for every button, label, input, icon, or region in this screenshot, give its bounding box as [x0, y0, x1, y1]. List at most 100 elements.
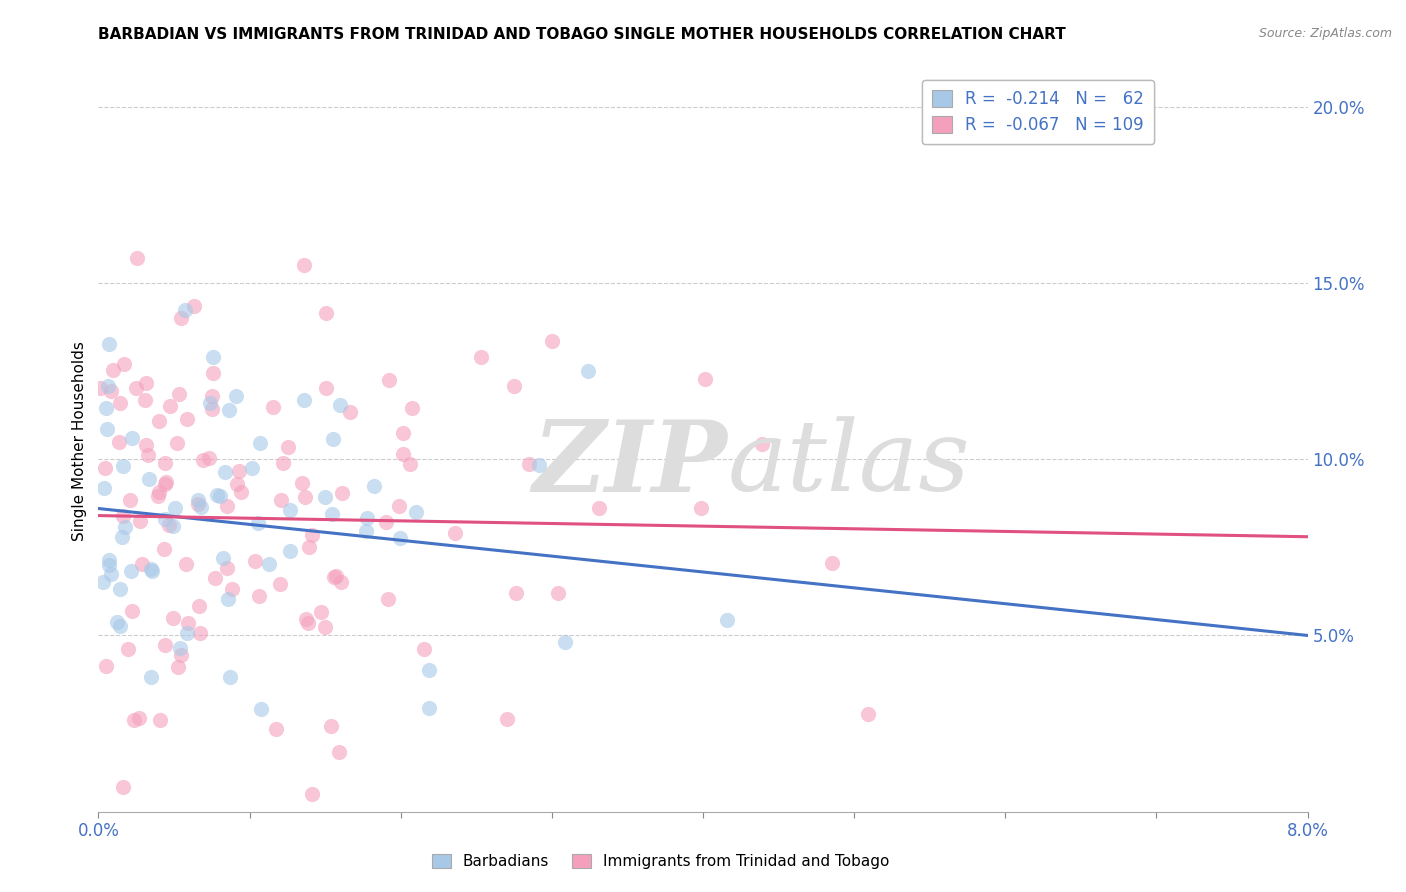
Point: [309, 605, 332, 619]
Point: [122, 713, 145, 727]
Point: [96, 422, 118, 436]
Point: [139, 561, 162, 575]
Point: [547, 586, 569, 600]
Point: [98, 558, 121, 572]
Text: atlas: atlas: [727, 416, 970, 511]
Point: [321, 508, 343, 522]
Point: [297, 540, 319, 554]
Point: [264, 722, 287, 736]
Point: [135, 376, 157, 391]
Point: [155, 512, 177, 526]
Point: [198, 395, 221, 409]
Point: [174, 303, 197, 318]
Point: [505, 586, 527, 600]
Point: [94, 658, 117, 673]
Text: BARBADIAN VS IMMIGRANTS FROM TRINIDAD AND TOBAGO SINGLE MOTHER HOUSEHOLDS CORREL: BARBADIAN VS IMMIGRANTS FROM TRINIDAD AN…: [98, 27, 1066, 42]
Point: [107, 615, 129, 629]
Point: [91, 575, 114, 590]
Point: [277, 440, 299, 454]
Point: [177, 615, 200, 630]
Point: [257, 557, 280, 571]
Point: [554, 635, 576, 649]
Point: [418, 663, 440, 677]
Point: [148, 713, 170, 727]
Point: [93, 481, 115, 495]
Point: [215, 499, 238, 513]
Point: [278, 503, 301, 517]
Point: [262, 401, 284, 415]
Point: [207, 488, 229, 502]
Point: [198, 451, 221, 466]
Point: [377, 591, 399, 606]
Point: [689, 501, 711, 516]
Point: [138, 472, 160, 486]
Legend: Barbadians, Immigrants from Trinidad and Tobago: Barbadians, Immigrants from Trinidad and…: [426, 848, 896, 875]
Point: [107, 435, 129, 450]
Point: [496, 712, 519, 726]
Point: [502, 378, 524, 392]
Point: [325, 569, 347, 583]
Point: [215, 561, 238, 575]
Point: [576, 364, 599, 378]
Point: [108, 396, 131, 410]
Point: [170, 310, 193, 325]
Point: [820, 556, 842, 570]
Point: [141, 564, 163, 578]
Point: [221, 582, 243, 597]
Point: [159, 399, 181, 413]
Point: [270, 492, 292, 507]
Point: [108, 619, 131, 633]
Point: [188, 626, 211, 640]
Point: [153, 477, 176, 491]
Point: [243, 554, 266, 568]
Point: [186, 497, 208, 511]
Point: [153, 456, 176, 470]
Point: [201, 389, 224, 403]
Point: [322, 433, 344, 447]
Point: [214, 465, 236, 479]
Point: [315, 306, 337, 320]
Point: [125, 381, 148, 395]
Point: [217, 592, 239, 607]
Point: [240, 461, 263, 475]
Point: [388, 499, 411, 513]
Point: [183, 299, 205, 313]
Point: [250, 702, 273, 716]
Point: [131, 557, 153, 571]
Point: [146, 490, 169, 504]
Point: [229, 485, 252, 500]
Point: [228, 464, 250, 478]
Point: [269, 577, 291, 591]
Point: [152, 541, 174, 556]
Point: [247, 516, 270, 530]
Legend: R =  -0.214   N =   62, R =  -0.067   N = 109: R = -0.214 N = 62, R = -0.067 N = 109: [922, 79, 1154, 145]
Point: [301, 528, 323, 542]
Point: [354, 524, 377, 538]
Point: [399, 457, 422, 471]
Point: [540, 334, 562, 349]
Point: [169, 387, 191, 401]
Point: [153, 638, 176, 652]
Point: [378, 373, 401, 387]
Point: [413, 642, 436, 657]
Point: [339, 405, 361, 419]
Point: [163, 500, 186, 515]
Point: [470, 351, 492, 365]
Point: [148, 414, 170, 428]
Point: [187, 492, 209, 507]
Y-axis label: Single Mother Households: Single Mother Households: [72, 342, 87, 541]
Point: [363, 479, 385, 493]
Point: [323, 570, 346, 584]
Point: [271, 456, 294, 470]
Point: [716, 614, 738, 628]
Point: [329, 398, 352, 412]
Point: [290, 476, 312, 491]
Point: [117, 641, 139, 656]
Point: [96, 401, 118, 416]
Point: [100, 566, 122, 581]
Point: [225, 476, 247, 491]
Point: [401, 401, 423, 415]
Point: [588, 501, 610, 516]
Point: [858, 707, 880, 722]
Point: [120, 493, 142, 508]
